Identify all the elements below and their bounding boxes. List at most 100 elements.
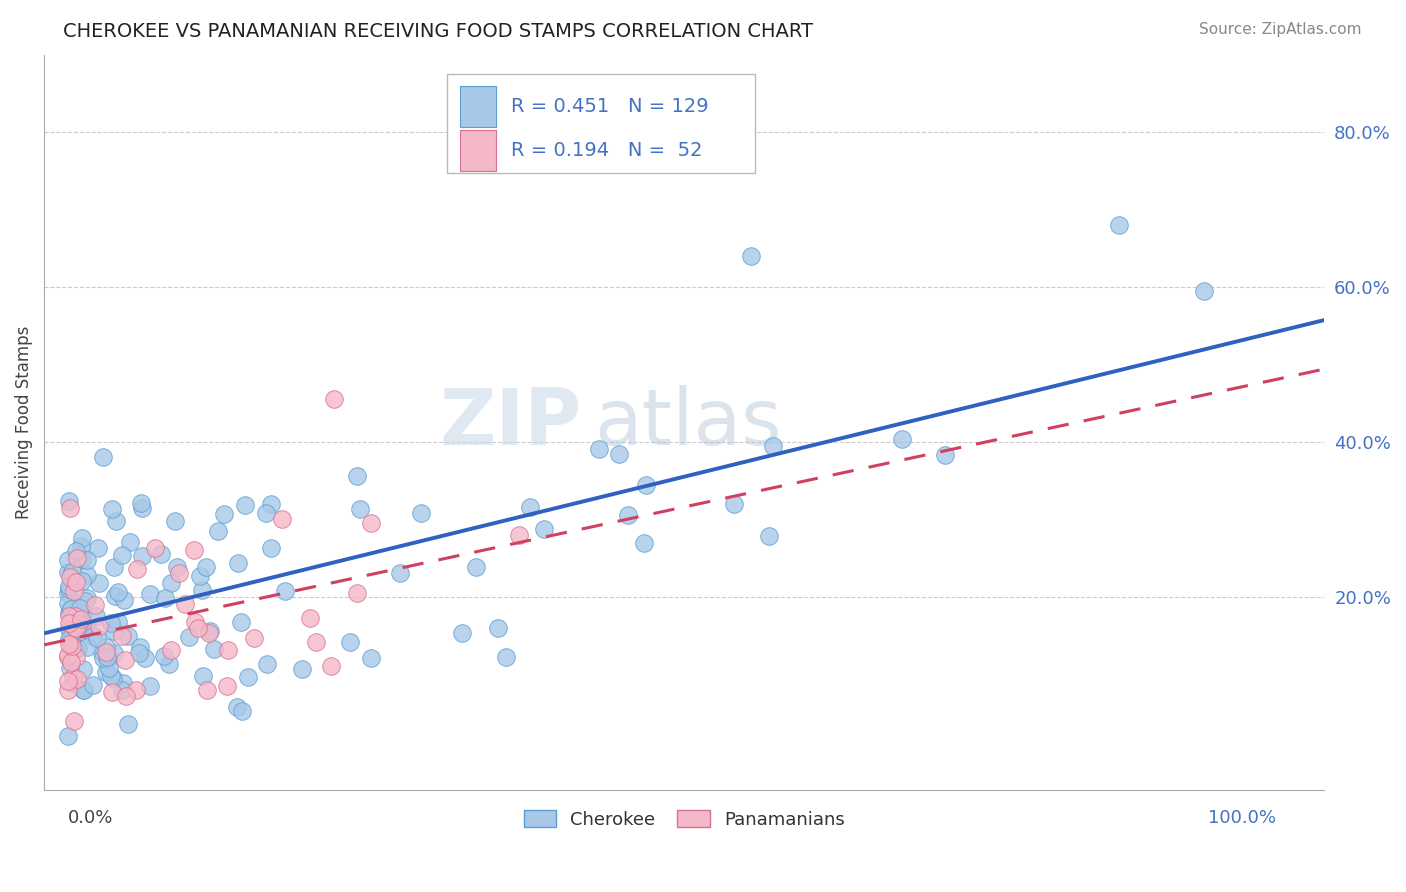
Point bbox=[86, 631, 108, 645]
Point bbox=[617, 508, 640, 522]
Y-axis label: Receiving Food Stamps: Receiving Food Stamps bbox=[15, 326, 32, 519]
Bar bbox=[460, 130, 496, 171]
Point bbox=[243, 631, 266, 645]
Point bbox=[762, 439, 785, 453]
Point bbox=[82, 629, 104, 643]
Point bbox=[128, 646, 150, 660]
Point bbox=[58, 579, 80, 593]
Point bbox=[167, 566, 190, 580]
Point bbox=[166, 560, 188, 574]
Point bbox=[69, 540, 91, 554]
Point bbox=[76, 553, 98, 567]
Point bbox=[117, 629, 139, 643]
Point bbox=[195, 559, 218, 574]
Point bbox=[58, 606, 80, 620]
Point bbox=[349, 501, 371, 516]
Point bbox=[104, 514, 127, 528]
Point bbox=[633, 536, 655, 550]
Point bbox=[200, 624, 222, 638]
Point bbox=[163, 514, 186, 528]
Bar bbox=[460, 87, 496, 127]
Point bbox=[495, 649, 517, 664]
Point bbox=[139, 587, 162, 601]
Text: R = 0.194   N =  52: R = 0.194 N = 52 bbox=[512, 141, 703, 161]
Point bbox=[125, 683, 148, 698]
Point bbox=[138, 679, 160, 693]
Point bbox=[107, 585, 129, 599]
Point bbox=[217, 642, 239, 657]
Point bbox=[60, 566, 83, 580]
Point bbox=[63, 608, 86, 623]
FancyBboxPatch shape bbox=[447, 73, 755, 173]
Point bbox=[111, 630, 134, 644]
Point bbox=[100, 616, 122, 631]
Point bbox=[212, 507, 235, 521]
Point bbox=[159, 643, 181, 657]
Point bbox=[451, 626, 474, 640]
Text: 0.0%: 0.0% bbox=[69, 809, 114, 827]
Point bbox=[101, 502, 124, 516]
Point bbox=[149, 547, 172, 561]
Point bbox=[233, 498, 256, 512]
Point bbox=[60, 656, 83, 670]
Point bbox=[131, 500, 153, 515]
Point bbox=[87, 541, 110, 555]
Point bbox=[346, 469, 368, 483]
Text: 100.0%: 100.0% bbox=[1208, 809, 1277, 827]
Point bbox=[254, 507, 277, 521]
Point bbox=[101, 685, 124, 699]
Point bbox=[58, 648, 80, 662]
Point bbox=[634, 477, 657, 491]
Point bbox=[58, 608, 80, 623]
Point bbox=[103, 646, 125, 660]
Point bbox=[360, 651, 382, 665]
Point bbox=[143, 541, 166, 555]
Point bbox=[73, 593, 96, 607]
Point bbox=[84, 609, 107, 624]
Point bbox=[111, 676, 134, 690]
Point bbox=[60, 602, 83, 616]
Point bbox=[60, 615, 83, 630]
Point bbox=[94, 640, 117, 655]
Point bbox=[217, 679, 239, 693]
Point bbox=[323, 392, 346, 407]
Point bbox=[70, 552, 93, 566]
Point bbox=[231, 704, 253, 718]
Point bbox=[174, 597, 197, 611]
Point bbox=[98, 661, 121, 675]
Point bbox=[153, 591, 176, 606]
Point bbox=[62, 670, 84, 684]
Point bbox=[65, 649, 87, 664]
Point bbox=[202, 642, 225, 657]
Point bbox=[107, 615, 129, 629]
Point bbox=[58, 615, 80, 630]
Point bbox=[67, 617, 90, 632]
Point bbox=[84, 598, 107, 612]
Point bbox=[89, 619, 111, 633]
Point bbox=[159, 576, 181, 591]
Point bbox=[58, 553, 80, 567]
Point bbox=[723, 497, 745, 511]
Point bbox=[58, 586, 80, 600]
Point bbox=[96, 650, 118, 665]
Point bbox=[533, 522, 555, 536]
Point bbox=[72, 532, 94, 546]
Point bbox=[260, 541, 283, 555]
Point bbox=[207, 524, 229, 538]
Point bbox=[152, 649, 174, 664]
Point bbox=[63, 583, 86, 598]
Point bbox=[59, 500, 82, 515]
Point bbox=[131, 549, 153, 563]
Point bbox=[76, 591, 98, 605]
Point bbox=[103, 559, 125, 574]
Point bbox=[183, 542, 205, 557]
Point bbox=[229, 615, 252, 629]
Point bbox=[1192, 284, 1215, 298]
Point bbox=[360, 516, 382, 531]
Point bbox=[59, 602, 82, 616]
Point bbox=[69, 612, 91, 626]
Point bbox=[184, 615, 207, 629]
Point bbox=[58, 683, 80, 698]
Point bbox=[72, 683, 94, 698]
Point bbox=[321, 659, 343, 673]
